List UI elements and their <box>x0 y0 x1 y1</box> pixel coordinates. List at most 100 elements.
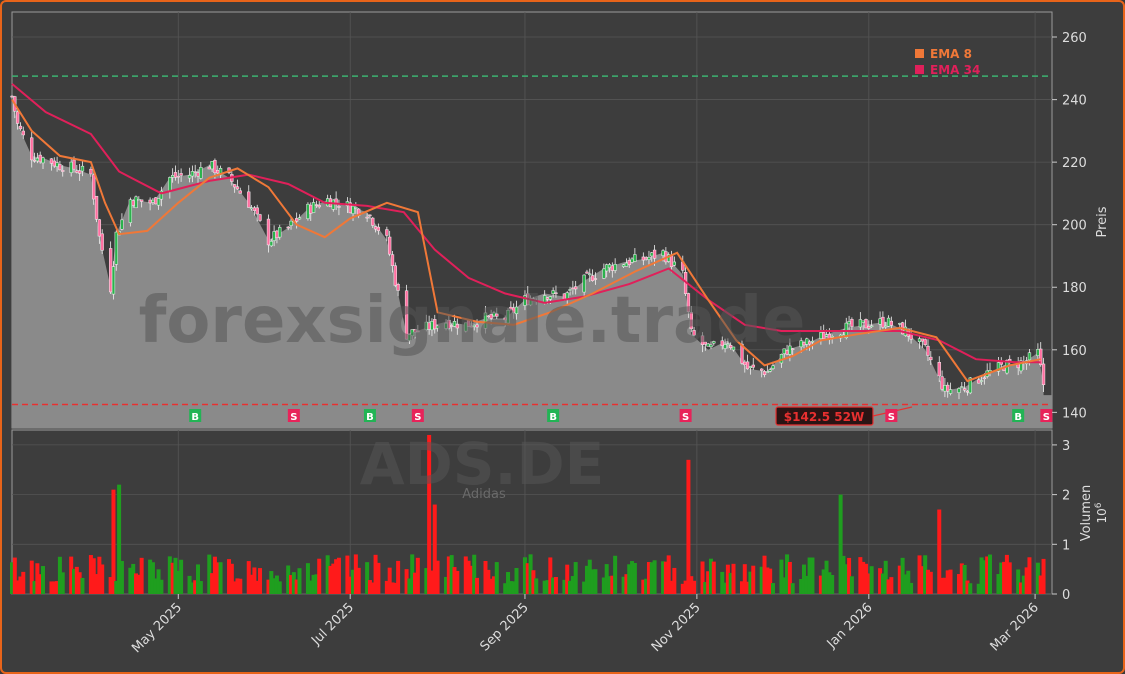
candle-body <box>585 271 589 274</box>
candle-body <box>861 320 865 323</box>
volume-bar <box>297 568 302 594</box>
signal-label: S <box>682 412 689 423</box>
volume-bar <box>942 577 947 594</box>
candle-body <box>75 170 79 173</box>
volume-bar <box>193 580 198 594</box>
candle-body <box>909 334 913 340</box>
candle-body <box>94 195 99 220</box>
volume-bar <box>548 557 553 594</box>
candle-body <box>960 386 964 388</box>
candle-body <box>731 346 736 351</box>
volume-tick-label: 0 <box>1062 588 1070 603</box>
volume-bar <box>232 581 237 594</box>
volume-bar <box>923 555 928 594</box>
volume-bar <box>900 557 905 594</box>
candle-body <box>317 205 321 208</box>
candle-body <box>272 231 276 241</box>
volume-bar <box>317 558 322 594</box>
volume-bar <box>731 563 736 594</box>
volume-bar <box>692 580 697 594</box>
volume-bar <box>80 577 85 594</box>
volume-bar <box>886 579 891 594</box>
candle-body <box>765 371 769 373</box>
volume-bar <box>351 569 356 594</box>
volume-bar <box>176 570 181 594</box>
volume-bar <box>353 554 358 594</box>
volume-bar <box>917 555 922 594</box>
volume-bar <box>956 574 961 594</box>
candle-body <box>114 231 118 265</box>
volume-bar <box>449 555 454 594</box>
volume-bar <box>909 582 914 594</box>
volume-bar <box>291 572 296 594</box>
candle-body <box>672 261 676 266</box>
candle-body <box>55 162 59 167</box>
candle-body <box>943 385 947 392</box>
x-tick-label: Jul 2025 <box>308 600 357 649</box>
candle-body <box>410 329 414 336</box>
candle-body <box>385 229 389 236</box>
volume-bar <box>830 574 835 594</box>
volume-bar <box>906 570 911 594</box>
candle-body <box>968 377 972 394</box>
volume-bar <box>940 577 945 594</box>
volume-bar <box>1035 562 1040 594</box>
candle-body <box>661 250 665 256</box>
candle-body <box>49 158 54 164</box>
candle-body <box>269 241 273 247</box>
candle-body <box>650 252 654 257</box>
volume-bar <box>613 555 618 594</box>
volume-bar <box>739 581 744 594</box>
candle-body <box>867 326 871 329</box>
candle-body <box>810 340 815 343</box>
candle-body <box>306 203 310 219</box>
candle-body <box>621 264 626 267</box>
candle-body <box>740 343 744 364</box>
candle-body <box>278 227 282 238</box>
volume-bar <box>968 583 973 594</box>
candle-body <box>416 330 420 333</box>
volume-bar <box>863 563 868 594</box>
candle-body <box>216 169 220 174</box>
candle-body <box>624 262 629 267</box>
volume-bar <box>610 575 615 594</box>
volume-bar <box>452 567 457 594</box>
candle-body <box>128 199 133 223</box>
volume-bar <box>1038 575 1043 594</box>
volume-bar <box>604 564 609 594</box>
volume-bar <box>962 564 967 594</box>
volume-bar <box>269 571 274 594</box>
volume-bars <box>10 434 1046 594</box>
candle-body <box>455 324 459 329</box>
watermark: forexsignale.trade <box>139 284 806 358</box>
volume-bar <box>742 564 747 594</box>
volume-bar <box>979 557 984 594</box>
volume-bar <box>945 570 950 594</box>
volume-bar <box>249 574 254 594</box>
candle-body <box>613 263 617 271</box>
volume-bar <box>187 575 192 594</box>
sell-signal <box>287 409 300 422</box>
volume-bar <box>212 556 217 594</box>
legend-ema34-swatch <box>915 65 924 74</box>
volume-bar <box>136 574 141 594</box>
candle-body <box>171 175 175 178</box>
volume-bar <box>821 569 826 594</box>
candle-body <box>297 217 302 220</box>
candle-body <box>134 196 138 209</box>
volume-bar <box>841 555 846 594</box>
volume-bar <box>415 557 420 594</box>
candle-body <box>483 312 488 329</box>
volume-bar <box>897 565 902 594</box>
signal-label: S <box>414 412 421 423</box>
candle-body <box>593 278 598 280</box>
candle-body <box>207 166 211 170</box>
volume-bar <box>356 567 361 594</box>
volume-bar <box>785 554 790 594</box>
candle-body <box>365 216 369 219</box>
volume-bar <box>976 583 981 594</box>
buy-signal <box>547 409 560 422</box>
candle-body <box>506 309 510 324</box>
candle-body <box>610 265 614 271</box>
